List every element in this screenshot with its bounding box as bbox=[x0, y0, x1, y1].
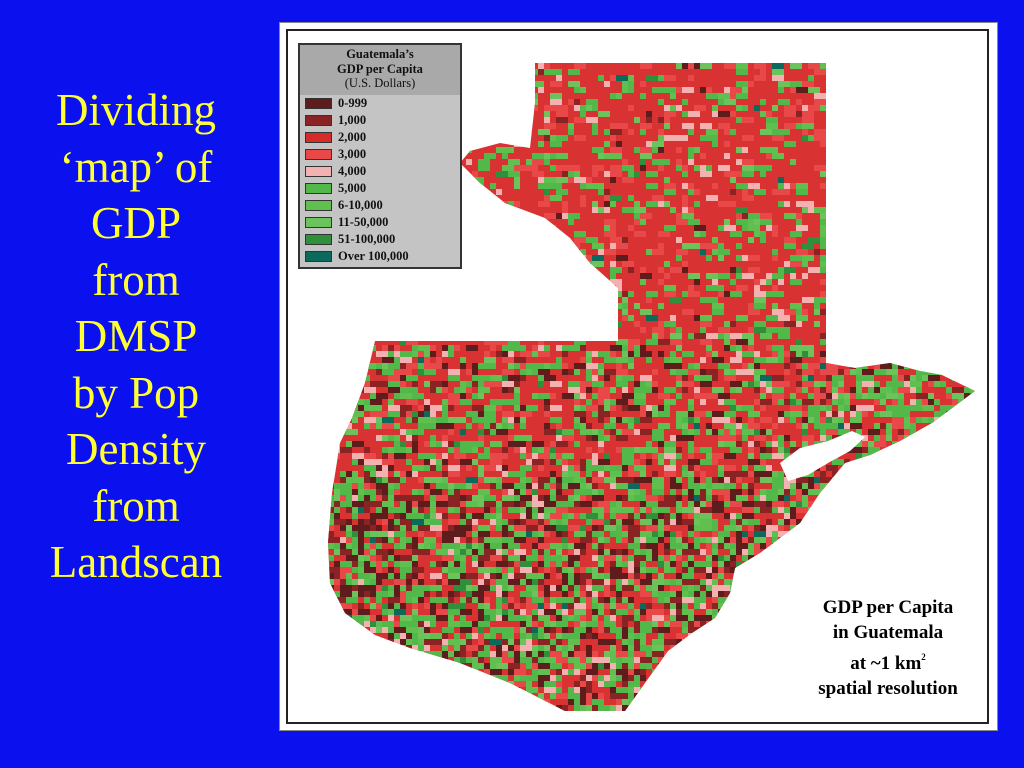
caption-resolution-text: at ~1 km bbox=[850, 653, 922, 674]
legend-swatch bbox=[305, 166, 332, 177]
title-line: by Pop bbox=[72, 367, 200, 418]
title-line: Density bbox=[66, 424, 206, 474]
title-line: Landscan bbox=[49, 537, 223, 587]
legend-title-line: Guatemala’s bbox=[346, 47, 414, 61]
caption-line: in Guatemala bbox=[832, 621, 944, 643]
legend-swatch bbox=[305, 234, 332, 245]
legend-item: 6-10,000 bbox=[305, 197, 460, 214]
legend-label: 5,000 bbox=[338, 181, 367, 195]
map-inner-border bbox=[286, 29, 989, 724]
caption-line: spatial resolution bbox=[818, 677, 958, 699]
legend-label: 1,000 bbox=[338, 113, 367, 127]
legend-swatch bbox=[305, 183, 332, 194]
legend-item: 1,000 bbox=[305, 112, 460, 129]
legend-swatch bbox=[305, 115, 332, 126]
legend-item: 51-100,000 bbox=[305, 231, 460, 248]
legend-subtitle: (U.S. Dollars) bbox=[344, 76, 416, 90]
legend-item: 11-50,000 bbox=[305, 214, 460, 231]
legend-label: 3,000 bbox=[338, 147, 367, 161]
legend-label: Over 100,000 bbox=[338, 249, 409, 263]
legend-list: 0-999 1,000 2,000 3,000 4,000 5,000 6-10,000 11… bbox=[300, 95, 460, 265]
title-line: DMSP bbox=[74, 311, 198, 361]
caption-superscript: 2 bbox=[921, 652, 926, 662]
legend-title-line: GDP per Capita bbox=[337, 61, 423, 76]
caption-line: GDP per Capita bbox=[822, 597, 954, 618]
legend-item: 0-999 bbox=[305, 95, 460, 112]
legend-swatch bbox=[305, 132, 332, 143]
title-line: ‘map’ of bbox=[59, 141, 213, 192]
title-line: from bbox=[92, 254, 180, 305]
legend-swatch bbox=[305, 200, 332, 211]
slide-title: Dividing ‘map’ of GDP from DMSP by Pop D… bbox=[22, 82, 250, 591]
title-line: from bbox=[92, 480, 180, 531]
legend: Guatemala’s GDP per Capita (U.S. Dollars… bbox=[298, 43, 462, 269]
legend-item: 2,000 bbox=[305, 129, 460, 146]
legend-item: 4,000 bbox=[305, 163, 460, 180]
legend-item: Over 100,000 bbox=[305, 248, 460, 265]
lake-izabal bbox=[780, 431, 865, 481]
title-line: Dividing bbox=[55, 85, 216, 135]
legend-swatch bbox=[305, 149, 332, 160]
legend-label: 4,000 bbox=[338, 164, 367, 178]
legend-label: 6-10,000 bbox=[338, 198, 383, 212]
legend-label: 11-50,000 bbox=[338, 215, 389, 229]
legend-swatch bbox=[305, 98, 332, 109]
legend-swatch bbox=[305, 251, 332, 262]
map-frame: Guatemala’s GDP per Capita (U.S. Dollars… bbox=[279, 22, 998, 731]
title-line: GDP bbox=[90, 198, 182, 248]
legend-label: 51-100,000 bbox=[338, 232, 396, 246]
legend-title: Guatemala’s GDP per Capita (U.S. Dollars… bbox=[300, 45, 460, 95]
legend-item: 5,000 bbox=[305, 180, 460, 197]
legend-label: 2,000 bbox=[338, 130, 367, 144]
map-caption: GDP per Capita in Guatemala at ~1 km2 sp… bbox=[785, 596, 991, 701]
caption-line: at ~1 km2 bbox=[785, 645, 991, 677]
legend-swatch bbox=[305, 217, 332, 228]
legend-item: 3,000 bbox=[305, 146, 460, 163]
legend-label: 0-999 bbox=[338, 96, 368, 110]
